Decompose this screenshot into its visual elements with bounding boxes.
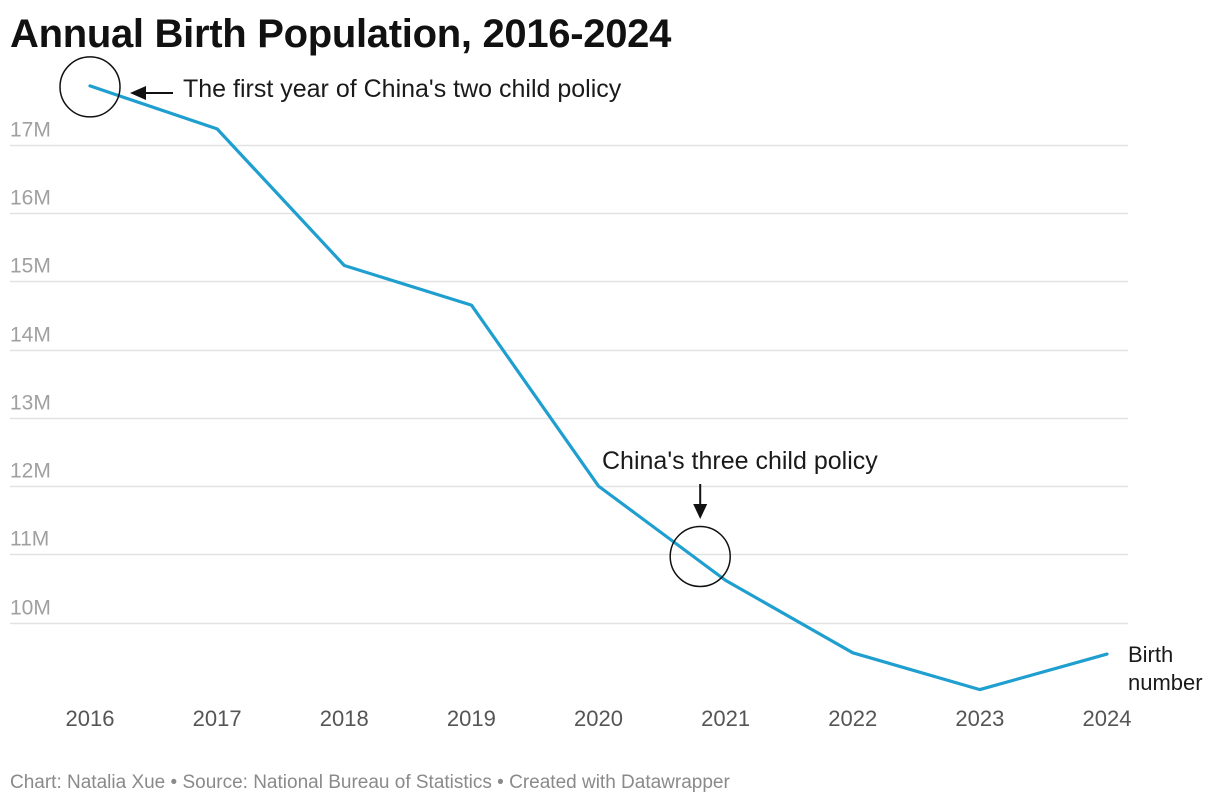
annotation-arrowhead (693, 504, 708, 519)
x-tick-label: 2018 (320, 706, 369, 731)
y-tick-label: 10M (10, 597, 51, 620)
x-tick-label: 2022 (828, 706, 877, 731)
x-tick-label: 2021 (701, 706, 750, 731)
chart-footer: Chart: Natalia Xue • Source: National Bu… (10, 772, 730, 793)
chart-title: Annual Birth Population, 2016-2024 (10, 12, 672, 56)
y-tick-label: 13M (10, 392, 51, 415)
x-tick-label: 2017 (193, 706, 242, 731)
series-label: Birth (1128, 642, 1173, 667)
annotation-circle-two-child (59, 56, 121, 118)
x-tick-label: 2016 (66, 706, 115, 731)
x-tick-label: 2023 (955, 706, 1004, 731)
annotations: The first year of China's two child poli… (59, 56, 878, 588)
series-layer: Birth number (88, 84, 1203, 695)
series-line-birth-number (88, 84, 1109, 692)
y-tick-label: 12M (10, 460, 51, 483)
x-axis-ticks: 2016 2017 2018 2019 2020 2021 2022 2023 2024 (66, 706, 1132, 731)
x-tick-label: 2019 (447, 706, 496, 731)
y-tick-label: 11M (10, 528, 49, 551)
annotation-text-two-child: The first year of China's two child poli… (183, 75, 622, 103)
y-tick-label: 14M (10, 324, 51, 347)
x-tick-label: 2024 (1083, 706, 1132, 731)
x-tick-label: 2020 (574, 706, 623, 731)
y-axis-ticks: 10M 11M 12M 13M 14M 15M 16M 17M (10, 119, 51, 620)
series-label: number (1128, 670, 1203, 695)
annotation-arrowhead (130, 86, 146, 100)
gridlines (10, 144, 1128, 625)
y-tick-label: 16M (10, 187, 51, 210)
y-tick-label: 15M (10, 255, 51, 278)
y-tick-label: 17M (10, 119, 51, 142)
annotation-text-three-child: China's three child policy (602, 447, 878, 475)
annotation-circle-three-child (669, 525, 731, 588)
